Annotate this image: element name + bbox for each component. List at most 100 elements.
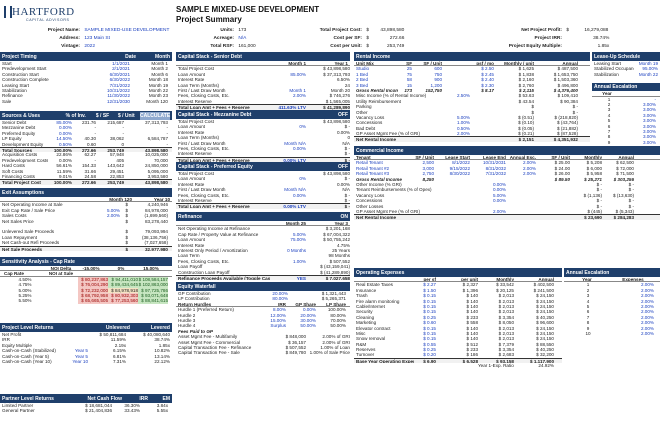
calculate-button[interactable]: CALCULATE [140, 112, 171, 120]
opex-escalation-row-cell[interactable]: 2.00% [640, 320, 654, 326]
source-row-cell[interactable]: 85.00% [56, 120, 72, 125]
opex-escalation-row-cell[interactable]: 2.00% [640, 298, 654, 304]
timing-row-cell[interactable]: 7/31/2022 [109, 82, 130, 88]
expense-row-cell[interactable]: $ 0.25 [423, 314, 436, 320]
timing-row-cell[interactable]: 6/30/2021 [109, 71, 130, 77]
expense-row-cell[interactable]: $ 0.25 [423, 347, 436, 353]
timing-row-cell[interactable]: 2/1/2021 [112, 66, 130, 72]
tenant-row-cell[interactable]: 10/31/2031 [483, 160, 506, 166]
unit-mix-row-cell[interactable]: Studio [356, 66, 370, 72]
mezzanine-row-cell[interactable]: Month N/A [284, 140, 306, 146]
hurdle-row-cell[interactable]: 15.00% [270, 317, 286, 323]
unit-mix-row-cell[interactable]: $ 2.40 [481, 77, 494, 83]
rent-escalation-row-cell[interactable]: 3.00% [642, 139, 656, 145]
rental-other-row-cell[interactable]: 5.00% [456, 114, 470, 120]
tenant-row-cell[interactable]: 8/30/2022 [449, 171, 470, 177]
timing-row-cell[interactable]: 11/30/2022 [107, 93, 130, 99]
mezzanine-row-cell[interactable]: 0% [299, 124, 306, 130]
project-name-value[interactable]: SAMPLE MIXED-USE DEVELOPMENT [84, 28, 170, 33]
tenant-row-cell[interactable]: 2,750 [422, 171, 435, 177]
commercial-other-row-cell[interactable]: 5.00% [492, 192, 506, 198]
unit-mix-row-cell[interactable]: 750 [434, 71, 442, 77]
senior-debt-row-cell[interactable]: 85.00% [290, 71, 306, 77]
senior-debt-row-cell[interactable]: 2.00% [292, 93, 306, 99]
hurdle-row-cell[interactable]: Surplus [270, 323, 286, 329]
expense-row-cell[interactable]: $ 0.55 [423, 341, 436, 347]
lease-up-row-cell[interactable]: Month 22 [638, 71, 658, 77]
unit-mix-row-cell[interactable]: 75 [406, 71, 412, 77]
rent-escalation-row-cell[interactable]: 3.00% [642, 123, 656, 129]
opex-escalation-row-cell[interactable]: 2.00% [640, 330, 654, 336]
tenant-row-cell[interactable]: 2.00% [522, 171, 536, 177]
refinance-toggle[interactable]: ON [340, 214, 349, 220]
exit-row-cell[interactable]: 2.00% [106, 213, 120, 219]
rent-escalation-row-cell[interactable]: 3.00% [642, 107, 656, 113]
tenant-row-cell[interactable]: Retail Tenant #3 [356, 171, 390, 177]
rent-escalation-row-cell[interactable]: 3.00% [642, 134, 656, 140]
rent-escalation-row-cell[interactable]: 3.00% [642, 101, 656, 107]
source-row-cell[interactable]: 0.50% [58, 141, 72, 147]
lease-up-row-cell[interactable]: Month 19 [638, 61, 658, 66]
timing-row-cell[interactable]: 12/31/2030 [107, 98, 130, 104]
expense-row-cell[interactable]: $ 0.15 [423, 330, 436, 336]
unit-mix-row-cell[interactable]: 3 Bed [356, 82, 369, 88]
refinance-row-cell[interactable]: 0 Months [287, 247, 306, 253]
source-row-cell[interactable]: 14.50% [56, 136, 72, 142]
tenant-row-cell[interactable]: 2.00% [522, 165, 536, 171]
acreage-value[interactable]: N/A [238, 36, 247, 41]
lease-up-row-cell[interactable]: 95.00% [642, 66, 658, 72]
expense-row-cell[interactable]: $ 0.15 [423, 325, 436, 331]
expense-row-cell[interactable]: $ 2.27 [423, 282, 436, 288]
mezzanine-row-cell[interactable]: 0.00% [292, 145, 306, 151]
unit-mix-row-cell[interactable]: 2 Bed [356, 77, 369, 83]
refinance-row-cell[interactable]: YES [296, 275, 306, 281]
hurdle-row-cell[interactable]: 12.00% [270, 312, 286, 318]
source-row-cell[interactable]: 0.00% [58, 125, 72, 131]
expense-row-cell[interactable]: $ 0.15 [423, 336, 436, 342]
commercial-other-row-cell[interactable]: 0.00% [492, 181, 506, 187]
contribution-row-cell[interactable]: 20.00% [272, 291, 288, 296]
opex-escalation-row-cell[interactable]: 2.00% [640, 314, 654, 320]
source-row-cell[interactable]: 0.00% [58, 130, 72, 136]
expense-row-cell[interactable]: $ 0.20 [423, 352, 436, 358]
refinance-row-cell[interactable]: 75.00% [290, 237, 306, 243]
unit-mix-row-cell[interactable]: 600 [434, 66, 442, 72]
expense-row-cell[interactable]: $ 0.15 [423, 293, 436, 299]
unit-mix-row-cell[interactable]: $ 2.45 [481, 71, 494, 77]
rental-other-row-cell[interactable]: 2.50% [456, 93, 470, 99]
expense-row-cell[interactable]: $ 0.60 [423, 320, 436, 326]
rent-escalation-row-cell[interactable]: 3.00% [642, 128, 656, 134]
tenant-row-cell[interactable]: 2,500 [422, 160, 435, 166]
tenant-row-cell[interactable]: 2.00% [522, 160, 536, 166]
rental-other-row-cell[interactable]: 1.00% [456, 120, 470, 126]
tenant-row-cell[interactable]: Retail Tenant #2 [356, 165, 390, 171]
contribution-row-cell[interactable]: 80.00% [272, 296, 288, 302]
rental-other-row-cell[interactable]: 0.50% [456, 125, 470, 131]
preferred-equity-row-cell[interactable]: Month N/A [284, 187, 306, 193]
expense-row-cell[interactable]: $ 0.15 [423, 303, 436, 309]
expense-row-cell[interactable]: $ 1.50 [423, 287, 436, 293]
opex-escalation-row-cell[interactable]: 2.00% [640, 325, 654, 331]
refinance-row-cell[interactable]: 1.00% [292, 258, 306, 264]
mezzanine-row-cell[interactable]: 0.00% LTV [283, 157, 306, 163]
preferred-equity-toggle[interactable]: OFF [338, 164, 348, 170]
timing-row-cell[interactable]: 6/30/2022 [109, 77, 130, 83]
unit-mix-row-cell[interactable]: 15 [406, 82, 412, 88]
hurdle-row-cell[interactable]: 0.00% [302, 307, 316, 313]
senior-debt-row-cell[interactable]: 411.63% LTV [278, 105, 307, 110]
tenant-row-cell[interactable]: 3,000 [422, 165, 435, 171]
unit-mix-row-cell[interactable]: $ 2.50 [481, 66, 494, 72]
hurdle-row-cell[interactable]: 50.00% [300, 323, 316, 329]
hurdle-row-cell[interactable]: 30.00% [300, 317, 316, 323]
expense-row-cell[interactable]: $ 0.15 [423, 309, 436, 315]
commercial-other-row-cell[interactable]: 2.00% [492, 208, 506, 214]
opex-escalation-row-cell[interactable]: 2.00% [640, 303, 654, 309]
expense-row-cell[interactable]: $ 0.15 [423, 298, 436, 304]
unit-mix-row-cell[interactable]: 25 [406, 66, 412, 72]
rent-escalation-row-cell[interactable]: 3.00% [642, 112, 656, 118]
opex-escalation-row-cell[interactable]: 2.00% [640, 282, 654, 288]
tenant-row-cell[interactable]: 8/1/2022 [452, 160, 470, 166]
commercial-other-row-cell[interactable]: 0.00% [492, 187, 506, 193]
unit-mix-row-cell[interactable]: 900 [434, 77, 442, 83]
exit-row-cell[interactable]: 5.00% [106, 207, 120, 213]
